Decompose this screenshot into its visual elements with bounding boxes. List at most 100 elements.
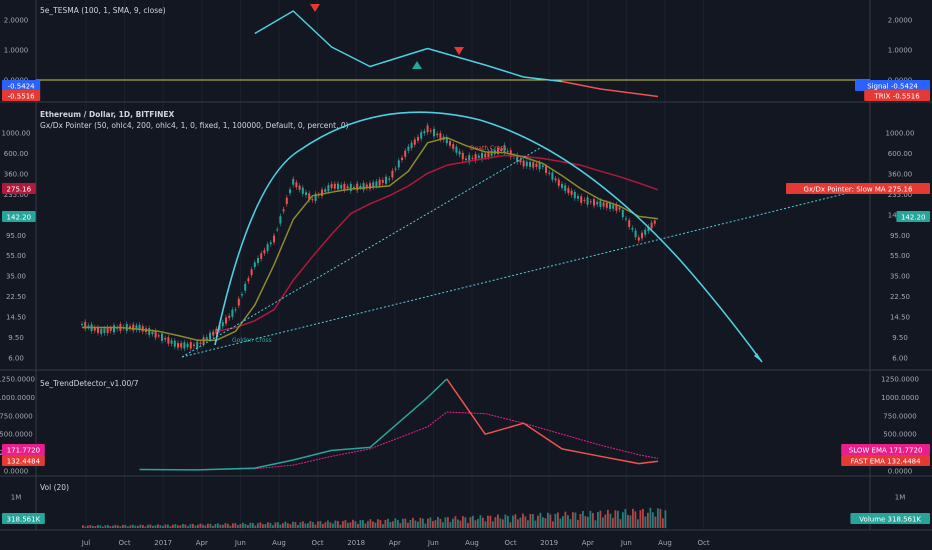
volume-bar — [202, 524, 204, 528]
volume-bar — [97, 525, 99, 528]
volume-bar — [209, 523, 212, 528]
axis-tick-right: 22.50 — [890, 293, 910, 301]
volume-bar — [109, 526, 112, 528]
tesma-series — [254, 10, 659, 98]
axis-tick-left: 35.00 — [6, 273, 26, 281]
volume-bar — [352, 519, 354, 528]
volume-bar — [409, 519, 412, 528]
volume-bar — [394, 518, 397, 528]
axis-tick-right: 0.0000 — [888, 468, 913, 476]
volume-bar — [617, 510, 619, 528]
candle-body — [106, 327, 109, 333]
price-tag — [2, 211, 36, 222]
candle-body — [541, 165, 544, 168]
volume-bar — [307, 523, 309, 528]
volume-bar — [512, 515, 514, 528]
volume-bar — [104, 525, 107, 528]
volume-bar — [212, 525, 214, 528]
axis-tick-right: 360.00 — [888, 170, 913, 178]
volume-bar — [287, 523, 289, 528]
candle-body — [583, 199, 586, 201]
candle-body — [599, 200, 602, 207]
volume-bar — [482, 517, 484, 528]
volume-bar — [497, 514, 499, 528]
volume-bar — [377, 519, 379, 528]
volume-bar — [432, 521, 434, 528]
volume-bar — [634, 511, 637, 528]
candle-body — [586, 197, 589, 205]
price-tag — [855, 80, 930, 91]
volume-bar — [139, 524, 142, 528]
price-tag — [2, 80, 41, 91]
volume-bar — [272, 525, 274, 528]
candle-body — [324, 189, 327, 192]
volume-bar — [647, 512, 649, 528]
price-tag-label: -0.5424 — [8, 83, 36, 91]
candle-body — [500, 148, 503, 152]
price-series — [82, 136, 659, 341]
volume-bar — [259, 522, 262, 528]
candle-body — [420, 132, 423, 139]
volume-bar — [509, 522, 512, 528]
candle-body — [481, 152, 483, 160]
fast-ema-line-down — [446, 378, 659, 465]
volume-bar — [339, 524, 342, 528]
volume-bar — [172, 524, 174, 528]
price-subtitle: Gx/Dx Pointer (50, ohlc4, 200, ohlc4, 1,… — [40, 121, 349, 130]
candle-body — [561, 184, 563, 188]
axis-tick-right: 235.00 — [888, 191, 913, 199]
axis-tick-left: 600.00 — [4, 150, 29, 158]
volume-bar — [324, 522, 327, 528]
volume-bar — [609, 513, 612, 528]
volume-bar — [587, 516, 589, 528]
volume-bar — [359, 520, 362, 528]
time-tick-label: Jul — [81, 539, 91, 547]
candle-body — [241, 294, 243, 296]
candle-body — [269, 242, 272, 245]
volume-bar — [542, 517, 544, 528]
price-tag-label: SLOW EMA 171.7720 — [849, 447, 923, 455]
volume-bar — [347, 522, 349, 528]
candle-body — [369, 183, 371, 189]
candle-body — [394, 168, 397, 170]
price-candles — [81, 122, 656, 352]
axis-tick-left: 1000.00 — [2, 130, 31, 138]
volume-bar — [562, 516, 564, 528]
volume-bar — [612, 517, 614, 528]
volume-bar — [547, 512, 549, 528]
volume-bar — [179, 525, 182, 528]
volume-bar — [279, 524, 282, 528]
volume-bar — [132, 524, 134, 528]
volume-bar — [94, 526, 97, 528]
candle-body — [84, 321, 87, 329]
candle-body — [87, 325, 90, 328]
candle-body — [653, 220, 656, 224]
candle-body — [433, 128, 435, 137]
candle-body — [151, 331, 154, 334]
candle-body — [205, 337, 208, 340]
volume-bar — [349, 522, 352, 528]
candle-body — [401, 157, 403, 161]
candle-body — [183, 342, 186, 349]
candle-body — [439, 133, 442, 140]
volume-bar — [392, 521, 394, 528]
price-tag-label: 171.7720 — [7, 447, 40, 455]
candle-body — [567, 188, 570, 193]
price-left-tags: 275.16 142.20 — [2, 183, 36, 222]
volume-bar — [297, 525, 299, 528]
candle-body — [340, 184, 343, 189]
volume-bar — [189, 524, 192, 528]
volume-bar — [627, 514, 629, 528]
candle-body — [474, 154, 477, 161]
trend-right-tags: SLOW EMA 171.7720 FAST EMA 132.4484 — [841, 444, 930, 466]
axis-tick-right: 6.00 — [892, 355, 908, 363]
volume-bar — [269, 523, 272, 528]
volume-bar — [637, 519, 639, 528]
trix-line-up — [254, 10, 563, 83]
volume-title: Vol (20) — [40, 483, 69, 492]
candle-body — [532, 162, 535, 168]
candle-body — [516, 155, 519, 163]
candle-body — [564, 185, 567, 192]
parabolic-arc — [214, 111, 763, 363]
axis-tick-right: 1000.00 — [886, 130, 915, 138]
